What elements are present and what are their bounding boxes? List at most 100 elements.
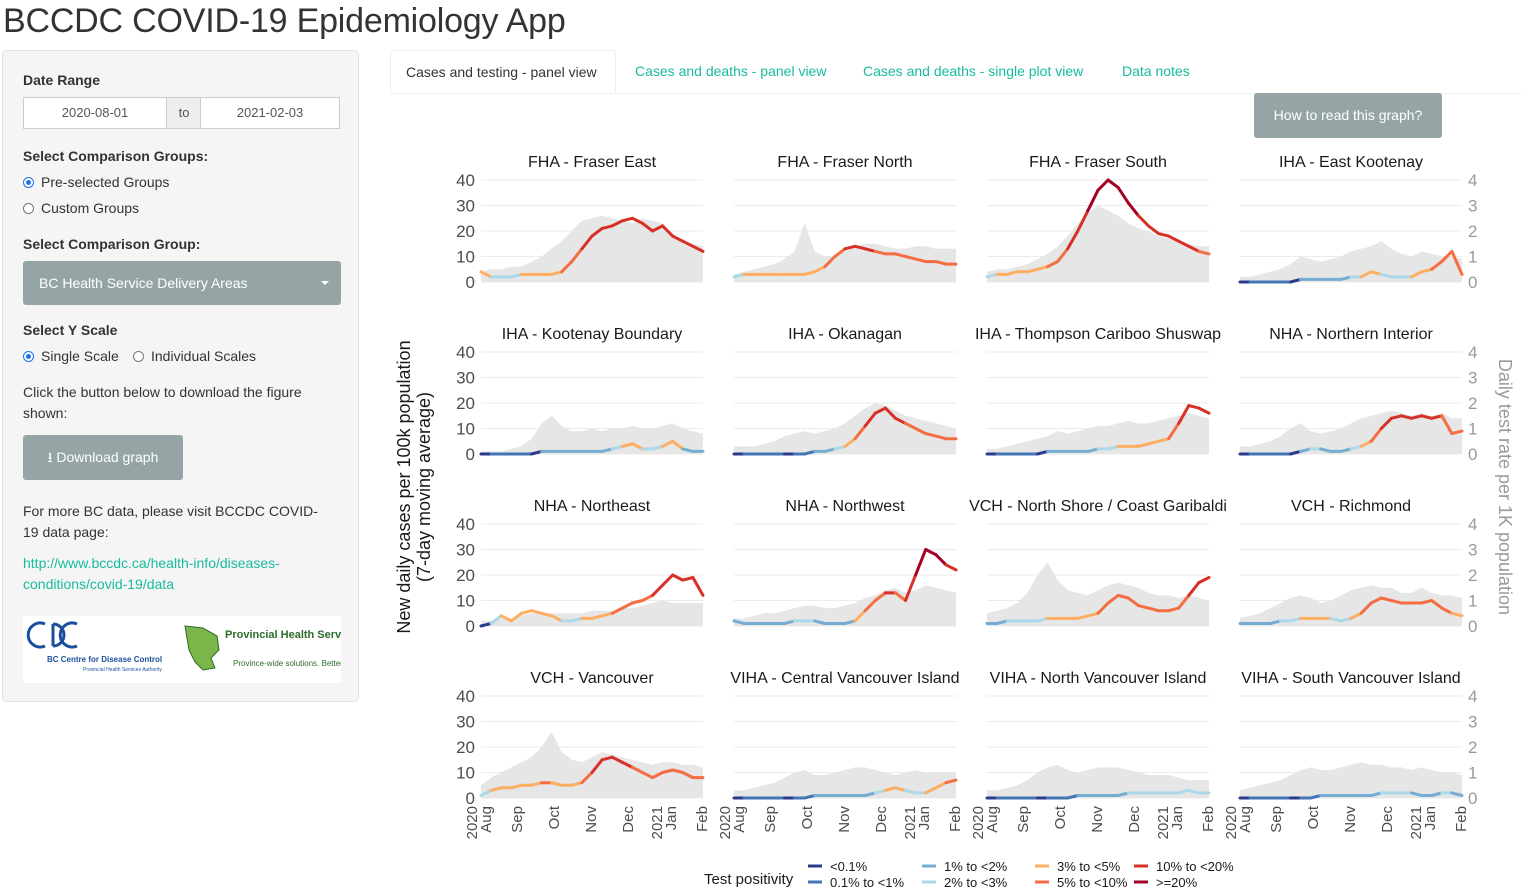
case-line-segment [580,771,594,785]
radio-preselected-groups[interactable]: Pre-selected Groups [23,174,169,190]
panel-title: FHA - Fraser East [528,154,657,171]
case-line-segment [883,786,897,792]
case-line-segment [651,224,665,233]
logos-area: BC Centre for Disease Control Provincial… [23,616,415,683]
logos-svg: BC Centre for Disease Control Provincial… [26,621,415,673]
date-start-input[interactable]: 2020-08-01 [23,97,167,129]
case-line-segment [934,781,948,790]
y2-tick-label: 0 [1468,445,1477,464]
case-line-segment [944,778,958,785]
legend-label: 10% to <20% [1156,859,1234,874]
case-line-segment [600,224,614,230]
radio-checked-icon[interactable] [23,350,34,362]
case-line-segment [1086,611,1100,618]
y2-tick-label: 3 [1468,541,1477,560]
panel-title: VIHA - North Vancouver Island [990,670,1207,687]
case-line-segment [1440,414,1454,436]
y-tick-label: 0 [466,445,475,464]
radio-unchecked-icon[interactable] [23,202,34,214]
case-line-segment [853,244,867,251]
case-line-segment [1136,604,1150,610]
case-line-segment [1420,599,1434,605]
case-line-segment [1136,442,1150,448]
legend-label: <0.1% [830,859,868,874]
case-line-segment [661,224,675,238]
x-tick-label: Feb [1453,806,1470,832]
case-line-segment [651,771,665,780]
how-to-read-button[interactable]: How to read this graph? [1254,93,1442,138]
x-tick-label: 2021Jan [1408,806,1439,839]
radio-custom-groups[interactable]: Custom Groups [23,200,139,216]
radio-checked-icon[interactable] [23,176,34,188]
case-line-segment [661,439,675,448]
case-line-segment [671,573,685,582]
case-line-segment [985,272,999,279]
case-line-segment [1147,606,1160,613]
case-line-segment [1167,234,1181,243]
case-line-segment [620,601,634,610]
case-line-segment [1369,596,1383,605]
y-tick-label: 20 [456,738,475,757]
radio-single-scale[interactable]: Single Scale [23,348,119,364]
x-tick-label: 2020Aug [717,806,748,839]
comparison-group-select[interactable]: BC Health Service Delivery Areas [23,261,341,305]
case-line-segment [732,272,746,279]
case-line-segment [509,272,523,279]
case-line-segment [1420,414,1434,420]
tab-data-notes[interactable]: Data notes [1122,63,1190,79]
test-rate-area [734,403,956,454]
case-line-segment [1339,616,1353,623]
radio-unchecked-icon[interactable] [133,350,144,362]
select-value: BC Health Service Delivery Areas [39,275,248,291]
case-line-segment [1036,449,1049,456]
case-line-segment [1289,449,1302,456]
panel-title: VCH - North Shore / Coast Garibaldi [969,498,1227,515]
case-line-segment [1187,244,1201,253]
case-line-segment [1086,447,1100,453]
y-tick-label: 10 [456,764,475,783]
legend-label: >=20% [1156,875,1198,890]
case-line-segment [873,406,887,415]
case-line-segment [1066,229,1080,251]
case-line-segment [1056,247,1070,264]
case-line-segment [894,252,907,258]
case-line-segment [550,614,564,623]
y-tick-label: 30 [456,197,475,216]
y2-tick-label: 1 [1468,420,1477,439]
date-end-input[interactable]: 2021-02-03 [200,97,340,129]
download-graph-button[interactable]: ⭳ Download graph [23,435,183,480]
y-tick-label: 40 [456,343,475,362]
case-line-segment [671,234,685,243]
case-line-segment [1379,596,1393,602]
date-separator: to [167,97,201,129]
case-line-segment [1389,599,1403,605]
caret-down-icon [321,281,329,285]
case-line-segment [651,444,665,451]
radio-label: Single Scale [41,348,119,364]
case-line-segment [1430,791,1444,797]
case-line-segment [1450,791,1464,797]
case-line-segment [904,421,918,430]
case-line-segment [630,765,644,774]
y-tick-label: 10 [456,592,475,611]
panel-title: VIHA - South Vancouver Island [1241,670,1460,687]
logo-phsa-subtext: Province-wide solutions. Better health. [233,659,341,668]
case-line-segment [904,573,918,602]
x-tick-label: Oct [546,805,563,829]
test-rate-area [734,223,956,282]
tab-cases-testing-panel[interactable]: Cases and testing - panel view [390,50,616,93]
case-line-segment [1005,270,1019,276]
case-line-segment [843,437,857,448]
case-line-segment [1329,616,1343,623]
case-line-segment [914,427,928,436]
radio-individual-scales[interactable]: Individual Scales [133,348,256,364]
tab-cases-deaths-panel[interactable]: Cases and deaths - panel view [635,63,827,79]
case-line-segment [479,270,493,279]
y-axis-title: New daily cases per 100k population(7-da… [394,340,434,633]
case-line-segment [823,447,837,453]
bccdc-data-link[interactable]: http://www.bccdc.ca/health-info/diseases… [23,555,280,592]
logo-bccdc-subtext: Provincial Health Services Authority [83,667,162,673]
case-line-segment [833,247,847,258]
case-line-segment [1126,201,1140,218]
tab-cases-deaths-single[interactable]: Cases and deaths - single plot view [863,63,1084,79]
